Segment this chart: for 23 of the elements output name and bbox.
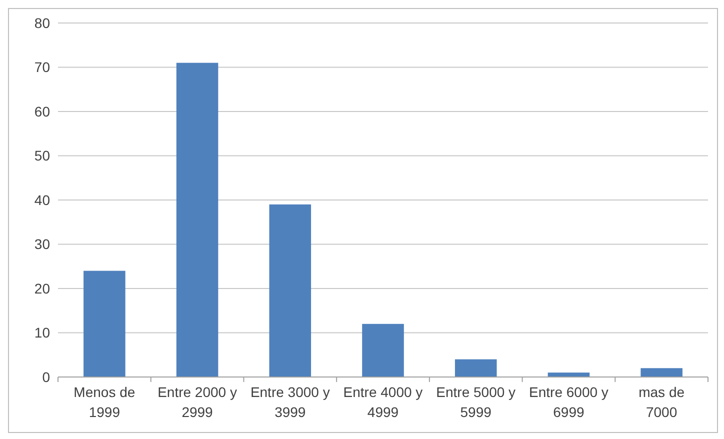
y-tick-label: 10 <box>34 324 50 341</box>
y-tick-label: 50 <box>34 148 50 164</box>
bar <box>548 372 590 377</box>
x-tick-label: Entre 2000 y 2999 <box>158 384 237 420</box>
bar <box>269 204 312 377</box>
y-tick-label: 60 <box>34 103 50 120</box>
y-tick-label: 40 <box>34 192 50 208</box>
bar <box>84 270 126 377</box>
y-tick-label: 30 <box>34 236 50 252</box>
y-tick-label: 70 <box>34 59 50 76</box>
bar <box>362 324 404 377</box>
y-tick-label: 0 <box>42 368 50 385</box>
bar <box>640 368 682 377</box>
x-tick-label: mas de 7000 <box>638 384 685 420</box>
y-tick-label: 20 <box>34 280 50 296</box>
x-tick-label: Menos de 1999 <box>74 384 136 420</box>
x-tick-label: Entre 6000 y 6999 <box>529 384 608 420</box>
x-tick-label: Entre 3000 y 3999 <box>250 384 330 420</box>
bar <box>454 359 497 377</box>
x-tick-label: Entre 4000 y 4999 <box>343 384 423 420</box>
bar <box>176 62 218 377</box>
y-tick-label: 80 <box>34 14 50 31</box>
x-tick-label: Entre 5000 y 5999 <box>436 384 516 420</box>
